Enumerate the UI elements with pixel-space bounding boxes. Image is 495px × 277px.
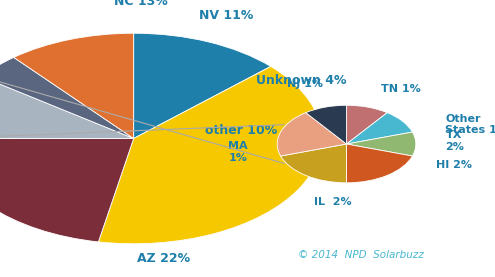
Text: IL  2%: IL 2% (314, 197, 351, 207)
Wedge shape (346, 105, 387, 144)
Wedge shape (99, 66, 322, 244)
Wedge shape (0, 77, 134, 138)
Wedge shape (14, 33, 134, 138)
Wedge shape (0, 57, 134, 138)
Wedge shape (346, 144, 412, 183)
Text: NC 13%: NC 13% (114, 0, 168, 8)
Wedge shape (306, 105, 346, 144)
Text: AZ 22%: AZ 22% (137, 252, 190, 265)
Text: © 2014  NPD  Solarbuzz: © 2014 NPD Solarbuzz (298, 250, 424, 260)
Text: NV 11%: NV 11% (199, 9, 254, 22)
Text: Unknown 4%: Unknown 4% (256, 74, 346, 87)
Wedge shape (0, 138, 134, 242)
Text: MA
1%: MA 1% (228, 141, 248, 163)
Text: Other
States 1%: Other States 1% (446, 114, 495, 135)
Wedge shape (277, 113, 346, 156)
Wedge shape (346, 113, 412, 144)
Text: TX
2%: TX 2% (446, 130, 464, 152)
Text: TN 1%: TN 1% (381, 84, 421, 94)
Wedge shape (281, 144, 346, 183)
Wedge shape (134, 33, 271, 138)
Text: NJ 1%: NJ 1% (287, 79, 323, 89)
Wedge shape (346, 132, 416, 156)
Text: other 10%: other 10% (205, 124, 277, 137)
Text: HI 2%: HI 2% (436, 160, 472, 170)
